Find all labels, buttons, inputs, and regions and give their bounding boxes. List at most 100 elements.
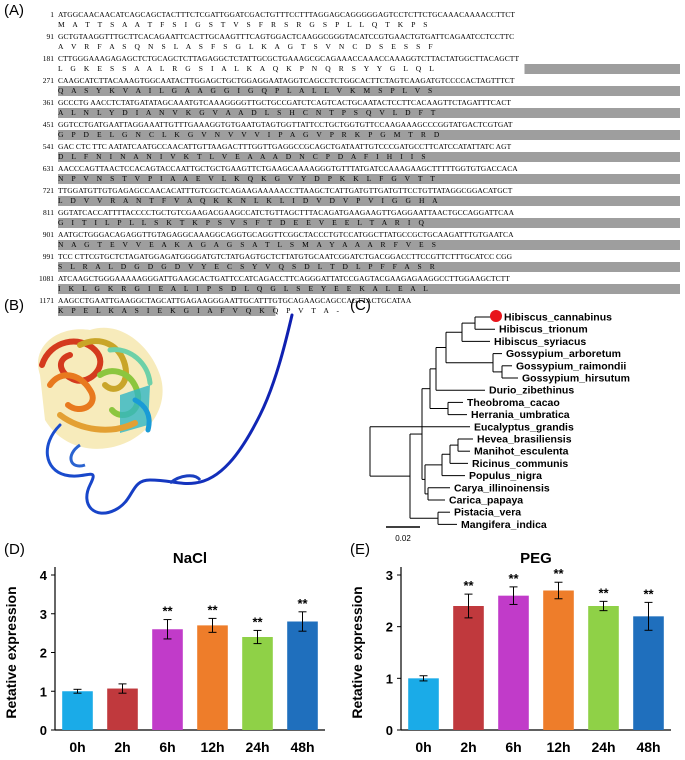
bar [498, 595, 529, 730]
nucleotide-sequence: AAGCCTGAATTGAAGGCTAGCATTGAGAAGGGAATTGCAT… [58, 296, 412, 305]
panel-label-b: (B) [4, 297, 24, 314]
sequence-row: 991 TCC CTTCGTGCTCTAGATGGAGATGGGGATGTCTAT… [14, 252, 680, 282]
sequence-position: 811 [43, 208, 54, 217]
amino-acid-sequence: G P D E L G N C L K G V N V V V I P A G … [58, 130, 680, 140]
amino-acid-sequence: A V R F A S Q N S L A S F S G L K A G T … [58, 42, 436, 51]
x-tick-label: 6h [505, 739, 521, 755]
sequence-position: 361 [42, 98, 54, 107]
significance-marker: ** [297, 596, 308, 611]
panel-label-d: (D) [4, 541, 25, 558]
significance-marker: ** [252, 614, 263, 629]
taxon-label: Theobroma_cacao [467, 397, 560, 409]
y-tick-label: 3 [40, 607, 47, 622]
sequence-row: 361 GCCCTG AACCTCTATGATATAGCAAATGTCAAAGGG… [14, 98, 680, 128]
sequence-row: 91 GCTGTAAGGTTTGCTTCACAGAATTCACTTGCAAGTTT… [14, 32, 680, 62]
nucleotide-sequence: GCCCTG AACCTCTATGATATAGCAAATGTCAAAGGGGTT… [58, 98, 512, 107]
y-tick-label: 2 [386, 620, 393, 635]
significance-marker: ** [463, 578, 474, 593]
taxon-label: Hibiscus_trionum [499, 324, 588, 336]
sequence-row: 1171 AAGCCTGAATTGAAGGCTAGCATTGAGAAGGGAATT… [14, 296, 680, 326]
taxon-label: Gossypium_hirsutum [522, 373, 630, 385]
y-tick-label: 4 [40, 568, 48, 583]
bar [633, 616, 664, 730]
amino-acid-sequence: M A T T S A A T F S I G S T V S F R S R … [58, 20, 431, 29]
y-axis-label: Retative expression [349, 586, 365, 718]
sequence-position: 631 [42, 164, 54, 173]
x-tick-label: 2h [460, 739, 476, 755]
taxon-label: Herrania_umbratica [471, 409, 570, 421]
panel-label-e: (E) [350, 541, 370, 558]
nucleotide-sequence: AACCCAGTTAACTCCACAGTACCAATTGCTGCTGAAGTTC… [58, 164, 518, 173]
sequence-position: 271 [42, 76, 54, 85]
significance-marker: ** [207, 602, 218, 617]
chart-title: PEG [520, 550, 552, 567]
bar [453, 606, 484, 730]
sequence-row: 1081 ATCAAGCTGGGAAAAAGGGATTGAAGCACTGATTCC… [14, 274, 680, 304]
bar [152, 629, 183, 730]
sequence-position: 541 [42, 142, 54, 151]
x-tick-label: 0h [69, 739, 85, 755]
scale-bar-label: 0.02 [395, 534, 411, 543]
bar [543, 590, 574, 730]
taxon-label: Pistacia_vera [454, 507, 521, 519]
taxon-label: Populus_nigra [469, 470, 542, 482]
sequence-position: 1171 [39, 296, 54, 305]
nucleotide-sequence: TCC CTTCGTGCTCTAGATGGAGATGGGGATGTCTATGAG… [58, 252, 513, 261]
nucleotide-sequence: TTGGATGTTGTGAGAGCCAACACATTTGTCGCTCAGAAGA… [58, 186, 513, 195]
nucleotide-sequence: GGTCCTGATGAATTAGGAAATTGTTTGAAAGGTGTGAATG… [58, 120, 513, 129]
sequence-position: 991 [42, 252, 54, 261]
sequence-row: 181 CTTGGGAAAGAGAGCTCTGCAGCTCTTAGAGGCTCTA… [14, 54, 680, 84]
bar [588, 606, 619, 730]
nucleotide-sequence: CTTGGGAAAGAGAGCTCTGCAGCTCTTAGAGGCTCTATTG… [58, 54, 520, 63]
sequence-position: 91 [46, 32, 55, 41]
amino-acid-sequence: D L F N I N A N I V K T L V E A A A D N … [58, 152, 680, 162]
x-tick-label: 0h [415, 739, 431, 755]
taxon-label: Durio_zibethinus [489, 385, 574, 397]
significance-marker: ** [162, 604, 173, 619]
x-tick-label: 24h [245, 739, 269, 755]
protein-structure-image [38, 313, 294, 515]
taxon-label: Ricinus_communis [472, 458, 568, 470]
amino-acid-sequence: N P V N S T V P I A A E V L K Q K G V Y … [58, 174, 680, 184]
x-tick-label: 12h [546, 739, 570, 755]
y-tick-label: 0 [386, 723, 393, 738]
significance-marker: ** [598, 585, 609, 600]
sequence-position: 181 [42, 54, 54, 63]
taxon-label: Eucalyptus_grandis [474, 421, 574, 433]
amino-acid-sequence: L G K E S S A A L R G S I A L K A Q K P … [58, 64, 680, 74]
x-tick-label: 12h [200, 739, 224, 755]
phylogenetic-tree: Hibiscus_cannabinusHibiscus_trionumHibis… [369, 310, 630, 543]
sequence-row: 541 GAC CTC TTC AATATCAATGCCAACATTGTTAAGA… [14, 142, 680, 172]
x-tick-label: 24h [591, 739, 615, 755]
y-axis-label: Retative expression [3, 586, 19, 718]
y-tick-label: 2 [40, 646, 47, 661]
significance-marker: ** [643, 586, 654, 601]
sequence-position: 1081 [39, 274, 54, 283]
nacl-bar-chart: NaCl Retative expression 0 1 2 3 4 0h 2h ** 6h ** 12… [3, 550, 325, 755]
nucleotide-sequence: CAAGCATCTTACAAAGTGGCAATACTTGGAGCTGCTGGAG… [58, 76, 515, 85]
target-gene-marker [490, 310, 502, 322]
nucleotide-sequence: ATGGCAACAACATCAGCAGCTACTTTCTCGATTGGATCGA… [58, 10, 516, 19]
sequence-row: 451 GGTCCTGATGAATTAGGAAATTGTTTGAAAGGTGTGA… [14, 120, 680, 150]
sequence-row: 631 AACCCAGTTAACTCCACAGTACCAATTGCTGCTGAAG… [14, 164, 680, 194]
nucleotide-sequence: GCTGTAAGGTTTGCTTCACAGAATTCACTTGCAAGTTTCA… [58, 32, 515, 41]
x-tick-label: 2h [114, 739, 130, 755]
sequence-row: 721 TTGGATGTTGTGAGAGCCAACACATTTGTCGCTCAGA… [14, 186, 680, 216]
y-tick-label: 3 [386, 568, 393, 583]
sequence-position: 1 [50, 10, 54, 19]
bar [62, 691, 93, 730]
y-tick-label: 1 [40, 684, 47, 699]
significance-marker: ** [553, 566, 564, 581]
amino-acid-sequence: K P E L K A S I E K G I A F V Q K Q P V … [58, 306, 680, 316]
sequence-position: 901 [42, 230, 54, 239]
sequence-panel: 1 ATGGCAACAACATCAGCAGCTACTTTCTCGATTGGATCG… [14, 10, 680, 316]
taxon-label: Carica_papaya [449, 495, 523, 507]
bar [287, 621, 318, 730]
amino-acid-sequence: S L R A L D G D G D V Y E C S Y V Q S D … [58, 262, 680, 272]
y-tick-label: 0 [40, 723, 47, 738]
bar [242, 637, 273, 730]
x-tick-label: 48h [636, 739, 660, 755]
bar [197, 625, 228, 730]
amino-acid-sequence: G I T I L P L L S K T K P S V S F T D E … [58, 218, 680, 228]
sequence-row: 811 GGTATCACCATTTTACCCCTGCTGTCGAAGACGAAGC… [14, 208, 680, 238]
